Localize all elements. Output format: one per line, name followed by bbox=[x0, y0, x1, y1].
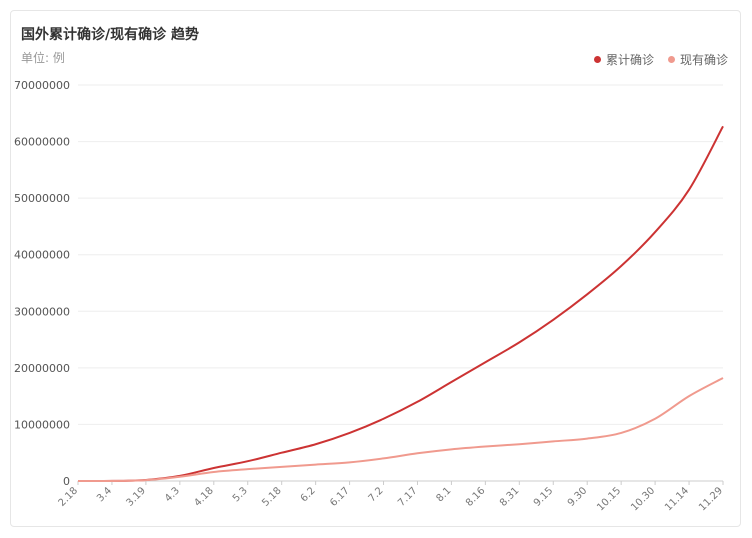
x-tick-label: 11.29 bbox=[697, 485, 725, 513]
legend-cumulative-dot-icon bbox=[593, 56, 601, 63]
x-tick-label: 8.1 bbox=[435, 485, 454, 504]
y-tick-label: 30000000 bbox=[14, 305, 70, 318]
legend-item-cumulative[interactable]: 累计确诊 bbox=[593, 51, 654, 68]
unit-label: 单位: 例 bbox=[21, 51, 65, 65]
x-tick-label: 10.30 bbox=[629, 485, 657, 513]
x-tick-label: 8.31 bbox=[498, 485, 522, 509]
x-tick-label: 3.4 bbox=[95, 485, 114, 504]
x-tick-label: 2.18 bbox=[57, 485, 81, 509]
x-tick-label: 6.17 bbox=[328, 485, 352, 509]
series-line-current bbox=[77, 377, 724, 483]
x-tick-label: 7.17 bbox=[396, 485, 420, 509]
y-tick-label: 40000000 bbox=[14, 249, 70, 262]
x-tick-label: 4.3 bbox=[163, 485, 182, 504]
chart-title: 国外累计确诊/现有确诊 趋势 bbox=[21, 27, 199, 43]
y-tick-label: 70000000 bbox=[14, 79, 70, 92]
x-tick-label: 7.2 bbox=[367, 485, 386, 504]
series-line-cumulative bbox=[77, 125, 724, 483]
x-tick-label: 3.19 bbox=[124, 485, 148, 509]
x-tick-label: 4.18 bbox=[192, 485, 216, 509]
y-tick-label: 60000000 bbox=[14, 136, 70, 149]
y-tick-label: 0 bbox=[63, 475, 70, 488]
x-tick-label: 10.15 bbox=[595, 485, 623, 513]
legend-current-dot-icon bbox=[667, 56, 675, 63]
y-tick-label: 50000000 bbox=[14, 192, 70, 205]
legend-item-current[interactable]: 现有确诊 bbox=[667, 51, 728, 68]
y-tick-label: 20000000 bbox=[14, 362, 70, 375]
x-tick-label: 8.16 bbox=[464, 485, 488, 509]
legend-cumulative-label: 累计确诊 bbox=[605, 53, 654, 67]
legend: 累计确诊 现有确诊 bbox=[593, 51, 728, 68]
y-tick-label: 10000000 bbox=[14, 418, 70, 431]
x-tick-label: 6.2 bbox=[299, 485, 318, 504]
x-tick-label: 5.18 bbox=[260, 485, 284, 509]
x-tick-label: 9.30 bbox=[566, 485, 590, 509]
x-tick-label: 9.15 bbox=[532, 485, 556, 509]
x-tick-label: 11.14 bbox=[663, 485, 691, 513]
legend-current-label: 现有确诊 bbox=[679, 53, 728, 67]
x-tick-label: 5.3 bbox=[231, 485, 250, 504]
